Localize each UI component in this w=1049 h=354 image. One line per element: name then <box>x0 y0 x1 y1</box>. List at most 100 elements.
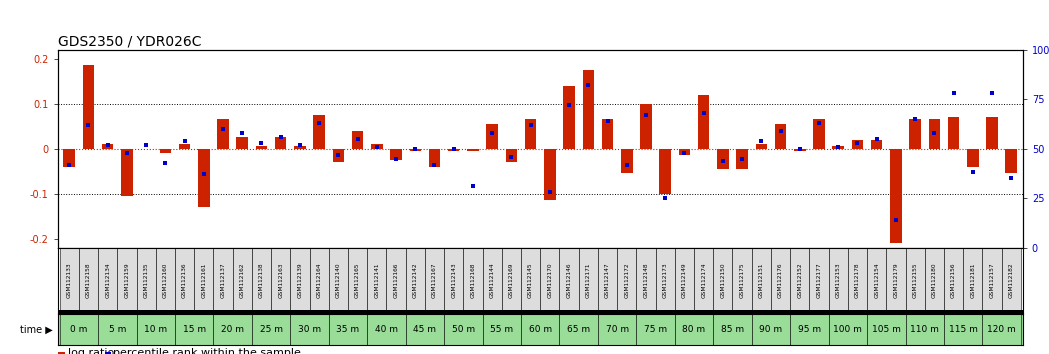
Bar <box>464 248 483 313</box>
Bar <box>371 144 383 149</box>
Text: GSM112147: GSM112147 <box>605 263 611 298</box>
Bar <box>102 144 113 149</box>
Text: 110 m: 110 m <box>911 325 939 334</box>
Bar <box>217 119 229 149</box>
Bar <box>928 119 940 149</box>
Text: percentile rank within the sample: percentile rank within the sample <box>113 348 301 354</box>
Bar <box>467 149 478 151</box>
Bar <box>637 314 675 345</box>
Text: GSM112141: GSM112141 <box>374 263 380 298</box>
Text: 115 m: 115 m <box>948 325 978 334</box>
Text: GSM112157: GSM112157 <box>989 263 994 298</box>
Bar <box>406 314 444 345</box>
Bar <box>621 149 633 173</box>
Bar <box>521 314 559 345</box>
Bar <box>598 314 637 345</box>
Bar <box>291 314 328 345</box>
Bar <box>60 314 98 345</box>
Text: 25 m: 25 m <box>259 325 282 334</box>
Bar <box>679 149 690 155</box>
Text: GSM112134: GSM112134 <box>105 263 110 298</box>
Bar <box>252 248 271 313</box>
Text: GSM112150: GSM112150 <box>721 263 725 298</box>
Text: 15 m: 15 m <box>183 325 206 334</box>
Bar <box>718 149 729 169</box>
Bar <box>1002 248 1021 313</box>
Bar <box>598 248 617 313</box>
Bar <box>444 248 464 313</box>
Bar <box>233 248 252 313</box>
Bar <box>213 248 233 313</box>
Bar <box>675 248 694 313</box>
Text: GSM112171: GSM112171 <box>585 263 591 298</box>
Text: GSM112138: GSM112138 <box>259 263 264 298</box>
Text: GSM112175: GSM112175 <box>740 263 745 298</box>
Bar <box>136 314 175 345</box>
Text: GSM112178: GSM112178 <box>855 263 860 298</box>
Text: GSM112170: GSM112170 <box>548 263 553 298</box>
Bar <box>963 248 983 313</box>
Bar <box>367 314 406 345</box>
Bar <box>868 314 905 345</box>
Bar <box>986 117 998 149</box>
Text: GSM112160: GSM112160 <box>163 263 168 298</box>
Text: 60 m: 60 m <box>529 325 552 334</box>
Bar <box>521 248 540 313</box>
Bar <box>790 314 829 345</box>
Bar <box>886 248 905 313</box>
Bar <box>891 149 902 243</box>
Bar <box>694 248 713 313</box>
Bar <box>159 149 171 153</box>
Bar <box>63 149 74 167</box>
Text: GSM112180: GSM112180 <box>932 263 937 298</box>
Bar <box>771 248 790 313</box>
Text: GSM112158: GSM112158 <box>86 263 91 298</box>
Text: GSM112172: GSM112172 <box>624 263 629 298</box>
Bar <box>409 149 421 151</box>
Text: 50 m: 50 m <box>452 325 475 334</box>
Bar <box>983 248 1002 313</box>
Text: GSM112177: GSM112177 <box>816 263 821 298</box>
Bar <box>813 119 825 149</box>
Bar <box>501 248 521 313</box>
Text: GSM112159: GSM112159 <box>125 263 129 298</box>
Bar <box>736 149 748 169</box>
Bar <box>852 140 863 149</box>
Text: 95 m: 95 m <box>798 325 821 334</box>
Text: GSM112142: GSM112142 <box>412 263 418 298</box>
Bar <box>271 248 291 313</box>
Text: 65 m: 65 m <box>568 325 591 334</box>
Bar <box>448 149 459 151</box>
Bar <box>713 248 732 313</box>
Text: GSM112173: GSM112173 <box>663 263 668 298</box>
Bar <box>483 248 501 313</box>
Bar <box>175 248 194 313</box>
Bar <box>386 248 406 313</box>
Text: 0 m: 0 m <box>70 325 87 334</box>
Text: GSM112149: GSM112149 <box>682 263 687 298</box>
Bar <box>755 144 767 149</box>
Text: log ratio: log ratio <box>68 348 114 354</box>
Bar <box>775 124 787 149</box>
Text: GSM112152: GSM112152 <box>797 263 802 298</box>
Text: 20 m: 20 m <box>221 325 244 334</box>
Bar <box>348 248 367 313</box>
Text: GSM112135: GSM112135 <box>144 263 149 298</box>
Text: GSM112156: GSM112156 <box>951 263 956 298</box>
Bar <box>559 248 579 313</box>
Text: GSM112143: GSM112143 <box>451 263 456 298</box>
Text: 5 m: 5 m <box>109 325 126 334</box>
Bar <box>83 65 94 149</box>
Bar <box>698 95 709 149</box>
Bar <box>58 352 65 354</box>
Bar <box>328 314 367 345</box>
Text: 75 m: 75 m <box>644 325 667 334</box>
Text: GSM112174: GSM112174 <box>701 263 706 298</box>
Text: 45 m: 45 m <box>413 325 436 334</box>
Bar <box>579 248 598 313</box>
Text: 55 m: 55 m <box>490 325 513 334</box>
Bar <box>559 314 598 345</box>
Bar <box>314 115 325 149</box>
Bar <box>328 248 348 313</box>
Bar <box>833 147 844 149</box>
